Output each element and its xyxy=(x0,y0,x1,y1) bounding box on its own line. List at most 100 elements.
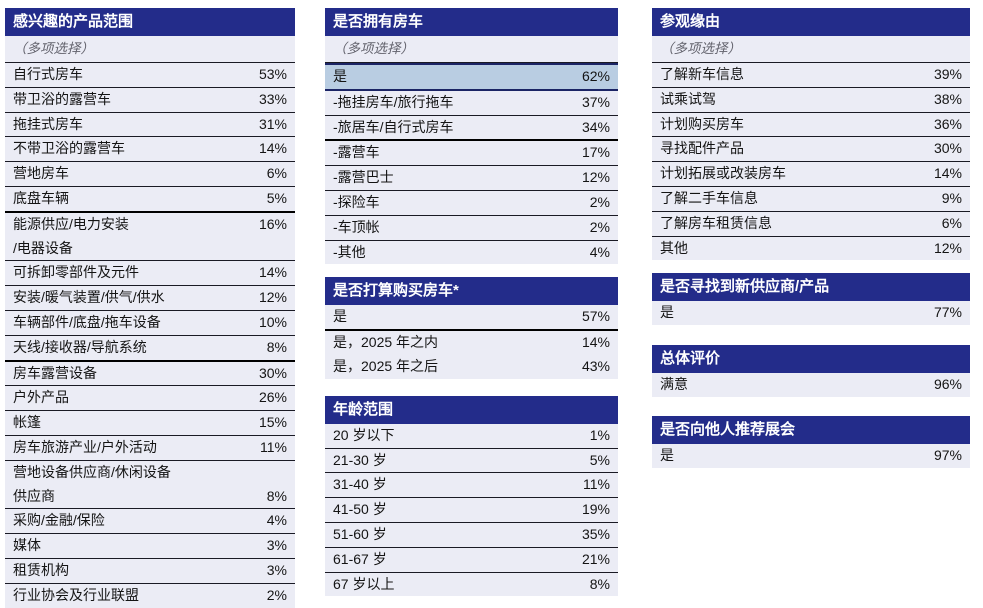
table-row: -旅居车/自行式房车 34% xyxy=(325,115,618,142)
row-value: 43% xyxy=(581,357,610,374)
row-value: 1% xyxy=(589,426,610,443)
table-title: 年龄范围 xyxy=(325,395,618,424)
row-value: 2% xyxy=(589,218,610,235)
row-label: -露营车 xyxy=(333,144,380,161)
row-label: 是 xyxy=(660,304,674,321)
row-value: 2% xyxy=(266,586,287,603)
row-label: 计划购买房车 xyxy=(660,115,744,132)
row-value: 35% xyxy=(581,525,610,542)
table-row: 了解二手车信息 9% xyxy=(652,186,970,212)
table-row: 媒体 3% xyxy=(5,534,295,559)
table-row: 安装/暖气装置/供气/供水 12% xyxy=(5,286,295,311)
row-value: 4% xyxy=(266,512,287,529)
row-label: -车顶帐 xyxy=(333,218,380,235)
table-age-range: 年龄范围 20 岁以下 1% 21-30 岁 5% 31-40 岁 11% 41-50 岁 19… xyxy=(325,395,618,597)
table-row: 61-67 岁 21% xyxy=(325,547,618,573)
table-row: 租赁机构 3% xyxy=(5,558,295,584)
row-label: -拖挂房车/旅行拖车 xyxy=(333,93,454,110)
survey-report-page: { "colors": { "header_bg": "#232C8A", "h… xyxy=(5,8,970,608)
table-row: 车辆部件/底盘/拖车设备 10% xyxy=(5,310,295,336)
table-row: 营地设备供应商/休闲设备 供应商 8% xyxy=(5,460,295,510)
table-row: 是 57% xyxy=(325,305,618,332)
table-title: 参观缘由 xyxy=(652,8,970,36)
table-row: 房车旅游产业/户外活动 11% xyxy=(5,435,295,461)
table-row: -拖挂房车/旅行拖车 37% xyxy=(325,90,618,116)
row-label: 不带卫浴的露营车 xyxy=(13,140,125,157)
row-value: 96% xyxy=(933,376,962,393)
row-value: 34% xyxy=(581,118,610,135)
row-value: 14% xyxy=(581,334,610,351)
row-label: 其他 xyxy=(660,239,688,256)
table-row: 房车露营设备 30% xyxy=(5,361,295,387)
row-label: 是，2025 年之后 xyxy=(333,357,439,374)
row-value: 5% xyxy=(589,451,610,468)
row-label: -探险车 xyxy=(333,193,380,210)
table-row: 帐篷 15% xyxy=(5,411,295,436)
table-row: 户外产品 26% xyxy=(5,386,295,412)
row-value: 37% xyxy=(581,93,610,110)
table-row: 是 77% xyxy=(652,301,970,326)
row-value: 16% xyxy=(258,215,287,232)
row-label: 了解新车信息 xyxy=(660,66,744,82)
row-value: 30% xyxy=(933,140,962,157)
row-label-line1: 营地设备供应商/休闲设备 xyxy=(13,463,171,480)
row-label: 行业协会及行业联盟 xyxy=(13,586,139,603)
row-label: 20 岁以下 xyxy=(333,426,395,443)
row-label: 营地设备供应商/休闲设备 供应商 xyxy=(13,461,171,509)
table-row: -探险车 2% xyxy=(325,190,618,216)
row-label: 户外产品 xyxy=(13,389,69,406)
row-value: 15% xyxy=(258,414,287,431)
column-left: 感兴趣的产品范围 （多项选择） 自行式房车 53% 带卫浴的露营车 33% 拖挂式房车 31%… xyxy=(5,8,295,608)
table-row: 试乘试驾 38% xyxy=(652,87,970,113)
row-label: 租赁机构 xyxy=(13,561,69,578)
table-row: 21-30 岁 5% xyxy=(325,448,618,474)
table-title: 总体评价 xyxy=(652,345,970,374)
row-label: -旅居车/自行式房车 xyxy=(333,118,454,135)
table-title: 是否打算购买房车* xyxy=(325,277,618,306)
row-value: 3% xyxy=(266,537,287,554)
column-middle: 是否拥有房车 （多项选择） 是 62% -拖挂房车/旅行拖车 37% -旅居车/自行式房车 3… xyxy=(325,8,618,597)
row-label-line2: 供应商 xyxy=(13,487,55,504)
row-label: 是 xyxy=(660,446,674,463)
row-label: 带卫浴的露营车 xyxy=(13,90,111,107)
table-row: 采购/金融/保险 4% xyxy=(5,509,295,535)
row-value: 8% xyxy=(266,338,287,355)
table-row: 带卫浴的露营车 33% xyxy=(5,87,295,113)
row-value: 8% xyxy=(266,487,287,504)
table-row: 是 62% xyxy=(325,63,618,91)
row-label: 采购/金融/保险 xyxy=(13,512,105,529)
table-row: 计划拓展或改装房车 14% xyxy=(652,162,970,187)
row-label: 安装/暖气装置/供气/供水 xyxy=(13,289,165,306)
table-recommend-show: 是否向他人推荐展会是 97% xyxy=(652,415,970,468)
row-value: 11% xyxy=(260,438,287,455)
row-label: 了解二手车信息 xyxy=(660,189,758,206)
row-label: -露营巴士 xyxy=(333,169,394,186)
row-label: 67 岁以上 xyxy=(333,575,395,592)
table-row: 是 97% xyxy=(652,443,970,468)
row-label: 底盘车辆 xyxy=(13,189,69,206)
row-value: 77% xyxy=(933,304,962,321)
table-row: 是，2025 年之内 14% xyxy=(325,331,618,355)
table-row: 营地房车 6% xyxy=(5,162,295,187)
table-row: 自行式房车 53% xyxy=(5,63,295,88)
table-row: 寻找配件产品 30% xyxy=(652,137,970,163)
table-visit-reasons: 参观缘由 （多项选择） 了解新车信息 39% 试乘试驾 38% 计划购买房车 36% 寻找配件产… xyxy=(652,8,970,261)
row-label: 了解房车租赁信息 xyxy=(660,214,772,231)
table-overall-rating: 总体评价 满意 96% xyxy=(652,345,970,397)
row-value: 5% xyxy=(266,189,287,206)
row-label: 天线/接收器/导航系统 xyxy=(13,338,147,355)
row-label: 能源供应/电力安装/电器设备 xyxy=(13,213,129,261)
table-row: 51-60 岁 35% xyxy=(325,522,618,548)
row-value: 6% xyxy=(266,165,287,182)
row-label: 计划拓展或改装房车 xyxy=(660,165,786,182)
table-row: 41-50 岁 19% xyxy=(325,498,618,523)
table-row: 计划购买房车 36% xyxy=(652,112,970,138)
table-row: 了解新车信息 39% xyxy=(652,63,970,88)
table-subtitle: （多项选择） xyxy=(5,36,295,63)
table-row: 31-40 岁 11% xyxy=(325,473,618,499)
table-row: 行业协会及行业联盟 2% xyxy=(5,583,295,608)
table-purchase-intent: 是否打算购买房车* 是 57% 是，2025 年之内 14% 是，2025 年之后 43% xyxy=(325,277,618,379)
row-value: 14% xyxy=(258,140,287,157)
row-label: 是，2025 年之内 xyxy=(333,334,439,351)
row-value: 30% xyxy=(258,364,287,381)
